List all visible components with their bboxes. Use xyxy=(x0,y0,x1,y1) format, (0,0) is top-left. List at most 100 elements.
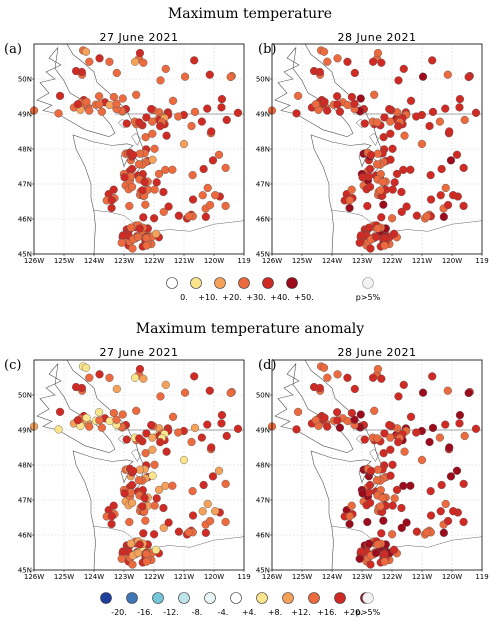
station-marker xyxy=(377,529,386,538)
station-marker xyxy=(188,487,197,496)
station-marker xyxy=(118,94,127,103)
lat-tick-label: 49N xyxy=(18,111,32,119)
station-marker xyxy=(222,115,231,125)
panel-d-date: 28 June 2021 xyxy=(337,346,417,359)
lon-tick-label: 122W xyxy=(382,573,402,581)
legend-label: +30. xyxy=(246,293,265,302)
station-marker xyxy=(319,363,329,372)
station-marker xyxy=(128,244,137,253)
station-marker xyxy=(217,95,227,104)
legend-swatch xyxy=(282,592,294,604)
map-panel-b: 126W 125W 124W 123W 122W 121W 120W 119 45N 46N 47N… xyxy=(256,43,489,265)
station-marker xyxy=(402,202,411,211)
station-marker xyxy=(311,100,320,109)
station-marker xyxy=(95,92,104,101)
station-marker xyxy=(379,200,388,209)
station-marker xyxy=(117,554,126,563)
station-marker xyxy=(129,466,138,476)
station-marker xyxy=(152,178,161,187)
station-marker xyxy=(85,373,94,382)
station-marker xyxy=(164,518,173,527)
lon-tick-label: 122W xyxy=(144,257,164,265)
station-marker xyxy=(388,214,397,223)
station-marker xyxy=(112,68,121,78)
station-marker xyxy=(390,178,399,187)
lat-tick-label: 46N xyxy=(18,532,32,540)
lon-tick-label: 123W xyxy=(352,257,372,265)
station-marker xyxy=(455,95,465,104)
station-marker xyxy=(292,425,301,434)
station-marker xyxy=(109,501,118,510)
station-marker xyxy=(333,92,342,101)
station-marker xyxy=(71,382,81,392)
station-marker xyxy=(379,449,388,458)
station-marker xyxy=(233,424,243,433)
station-marker xyxy=(188,195,198,204)
station-marker xyxy=(217,411,227,420)
station-marker xyxy=(154,485,164,495)
legend-swatch xyxy=(334,592,346,604)
station-marker xyxy=(380,429,389,438)
station-marker xyxy=(139,374,148,383)
station-marker xyxy=(320,97,329,106)
station-marker xyxy=(139,529,148,538)
station-marker xyxy=(343,373,352,382)
station-marker xyxy=(373,540,382,549)
station-marker xyxy=(464,72,473,82)
station-marker xyxy=(443,516,453,526)
legend-label: -20. xyxy=(111,608,127,617)
station-marker xyxy=(187,437,196,447)
station-marker xyxy=(388,530,397,539)
station-marker xyxy=(399,380,408,389)
lon-tick-label: 124W xyxy=(322,573,342,581)
lat-tick-label: 45N xyxy=(256,251,270,259)
lat-tick-label: 48N xyxy=(18,146,32,154)
station-marker xyxy=(323,373,332,382)
station-marker xyxy=(211,191,220,200)
station-marker xyxy=(135,149,144,158)
legend-label: -4. xyxy=(218,608,229,617)
legend-nonsig-swatch xyxy=(362,277,374,289)
legend-swatch xyxy=(152,592,164,604)
station-marker xyxy=(184,212,193,221)
station-marker xyxy=(388,185,397,194)
station-marker xyxy=(142,429,151,438)
station-marker xyxy=(150,530,159,539)
station-marker xyxy=(455,103,464,112)
station-marker xyxy=(95,370,104,379)
station-marker xyxy=(380,233,389,243)
station-marker xyxy=(380,549,389,559)
station-marker xyxy=(126,539,136,548)
station-marker xyxy=(437,164,446,174)
station-marker xyxy=(350,99,359,108)
station-marker xyxy=(95,54,104,63)
station-marker xyxy=(95,416,104,425)
lon-tick-label: 124W xyxy=(84,573,104,581)
station-marker xyxy=(203,183,212,193)
lat-tick-label: 45N xyxy=(256,567,270,575)
station-marker xyxy=(365,182,375,191)
station-marker xyxy=(455,419,464,428)
station-marker xyxy=(389,229,399,238)
legend-swatch xyxy=(230,592,242,604)
lat-tick-label: 50N xyxy=(18,76,32,84)
station-marker xyxy=(459,479,468,488)
station-marker xyxy=(174,211,183,220)
island-outline xyxy=(369,448,379,463)
station-marker xyxy=(445,127,454,136)
station-marker xyxy=(377,58,386,67)
station-marker xyxy=(138,186,147,195)
station-marker xyxy=(180,388,190,397)
island-outline xyxy=(131,448,141,463)
station-marker xyxy=(82,413,91,422)
station-marker xyxy=(377,213,386,222)
station-marker xyxy=(168,412,178,421)
station-marker xyxy=(425,437,434,447)
station-marker xyxy=(85,57,94,66)
lat-tick-label: 47N xyxy=(18,497,32,505)
panel-a-date: 27 June 2021 xyxy=(99,31,179,44)
station-marker xyxy=(199,164,208,174)
lon-tick-label: 126W xyxy=(24,257,44,265)
station-marker xyxy=(140,177,149,187)
lat-tick-label: 50N xyxy=(256,392,270,400)
